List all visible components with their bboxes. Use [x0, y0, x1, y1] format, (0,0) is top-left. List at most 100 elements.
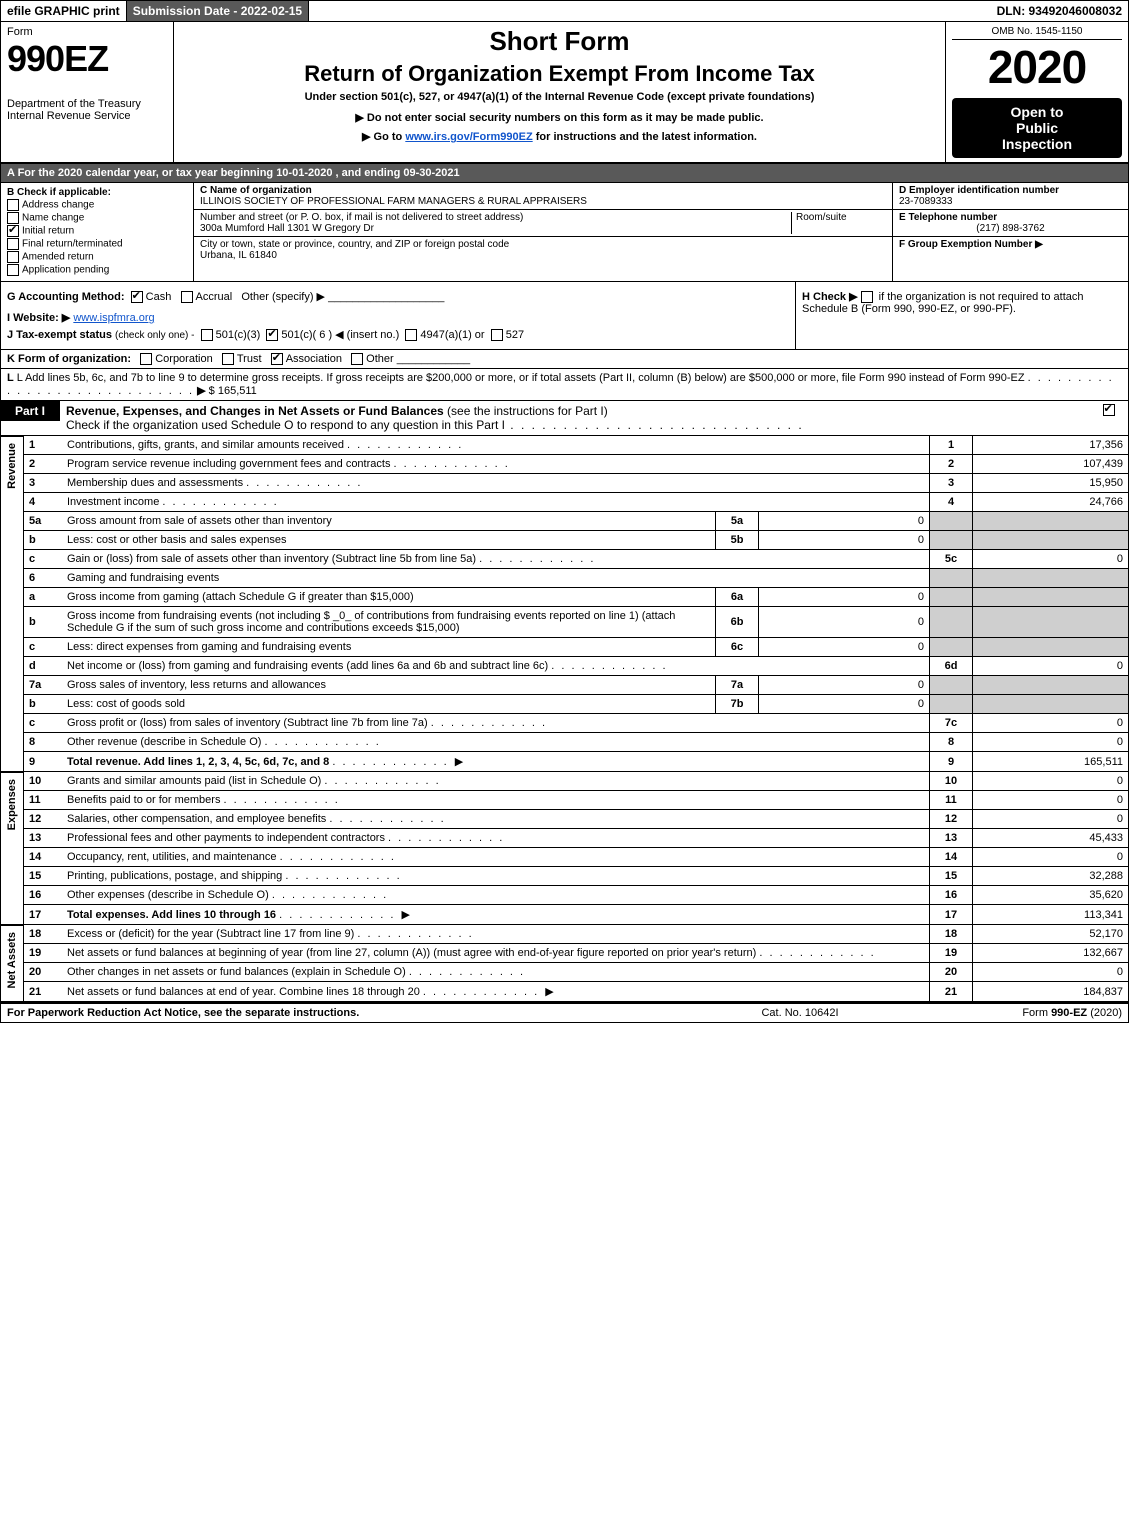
chk-trust[interactable]	[222, 353, 234, 365]
chk-not-required-schedule-b[interactable]	[861, 291, 873, 303]
form-number: 990EZ	[7, 38, 167, 80]
line-number: 18	[24, 925, 63, 944]
line-number: 20	[24, 963, 63, 982]
part-1-title-bold: Revenue, Expenses, and Changes in Net As…	[66, 404, 444, 418]
association-label: Association	[286, 353, 342, 365]
part-1-schedule-o-check[interactable]	[1092, 401, 1128, 419]
grey-val-cell	[973, 638, 1129, 657]
grey-ref-cell	[930, 569, 973, 588]
chk-address-change-label: Address change	[22, 200, 94, 211]
line-value: 184,837	[973, 982, 1129, 1002]
dept-treasury: Department of the Treasury	[7, 98, 167, 110]
table-row: 20Other changes in net assets or fund ba…	[24, 963, 1129, 982]
expenses-side-label: Expenses	[0, 772, 23, 925]
mini-line-value: 0	[759, 607, 930, 638]
line-description: Less: direct expenses from gaming and fu…	[62, 638, 716, 657]
page-footer: For Paperwork Reduction Act Notice, see …	[0, 1002, 1129, 1023]
chk-cash[interactable]	[131, 291, 143, 303]
cat-no: Cat. No. 10642I	[674, 1004, 926, 1022]
line-number: d	[24, 657, 63, 676]
box-b-title: B Check if applicable:	[7, 187, 187, 198]
table-row: 8Other revenue (describe in Schedule O) …	[24, 733, 1129, 752]
chk-name-change[interactable]: Name change	[7, 212, 187, 224]
d-ein-value: 23-7089333	[899, 196, 952, 207]
table-row: bLess: cost or other basis and sales exp…	[24, 531, 1129, 550]
chk-501c[interactable]	[266, 329, 278, 341]
chk-initial-return[interactable]: Initial return	[7, 225, 187, 237]
chk-application-pending[interactable]: Application pending	[7, 264, 187, 276]
table-row: 19Net assets or fund balances at beginni…	[24, 944, 1129, 963]
mini-line-value: 0	[759, 638, 930, 657]
line-description: Net income or (loss) from gaming and fun…	[62, 657, 930, 676]
mini-line-value: 0	[759, 695, 930, 714]
mini-line-ref: 5b	[716, 531, 759, 550]
line-number: 17	[24, 905, 63, 925]
other-org-label: Other	[366, 353, 394, 365]
line-h: H Check ▶ if the organization is not req…	[795, 282, 1128, 349]
chk-final-return-label: Final return/terminated	[22, 239, 123, 250]
public: Public	[956, 120, 1118, 136]
part-1-title: Revenue, Expenses, and Changes in Net As…	[60, 401, 1092, 435]
grey-ref-cell	[930, 607, 973, 638]
street-value: 300a Mumford Hall 1301 W Gregory Dr	[200, 223, 374, 234]
chk-amended-return[interactable]: Amended return	[7, 251, 187, 263]
g-label: G Accounting Method:	[7, 291, 125, 303]
gh-block: G Accounting Method: Cash Accrual Other …	[0, 282, 1129, 350]
line-number: 21	[24, 982, 63, 1002]
irs-form-link[interactable]: www.irs.gov/Form990EZ	[405, 131, 532, 143]
chk-501c3[interactable]	[201, 329, 213, 341]
table-row: dNet income or (loss) from gaming and fu…	[24, 657, 1129, 676]
chk-amended-return-label: Amended return	[22, 252, 94, 263]
form-word: Form	[7, 26, 167, 38]
website-link[interactable]: www.ispfmra.org	[73, 312, 154, 324]
efile-print-label[interactable]: efile GRAPHIC print	[1, 1, 127, 21]
city-label: City or town, state or province, country…	[200, 239, 509, 250]
chk-4947[interactable]	[405, 329, 417, 341]
cash-label: Cash	[146, 291, 172, 303]
line-number: b	[24, 695, 63, 714]
chk-association[interactable]	[271, 353, 283, 365]
line-ref: 17	[930, 905, 973, 925]
revenue-side-label: Revenue	[0, 436, 23, 772]
l-value: $ 165,511	[209, 385, 257, 397]
line-value: 32,288	[973, 867, 1129, 886]
line-description: Less: cost of goods sold	[62, 695, 716, 714]
line-ref: 6d	[930, 657, 973, 676]
line-number: 10	[24, 772, 63, 791]
line-description: Contributions, gifts, grants, and simila…	[62, 436, 930, 455]
table-row: 15Printing, publications, postage, and s…	[24, 867, 1129, 886]
grey-val-cell	[973, 512, 1129, 531]
ssn-warning: ▶ Do not enter social security numbers o…	[180, 111, 939, 124]
chk-corporation[interactable]	[140, 353, 152, 365]
chk-final-return[interactable]: Final return/terminated	[7, 238, 187, 250]
other-specify-label: Other (specify) ▶	[241, 291, 325, 303]
line-value: 0	[973, 714, 1129, 733]
line-value: 0	[973, 733, 1129, 752]
tax-year: 2020	[952, 40, 1122, 94]
form-header: Form 990EZ Department of the Treasury In…	[0, 22, 1129, 164]
net-assets-table: 18Excess or (deficit) for the year (Subt…	[23, 925, 1129, 1002]
table-row: 7aGross sales of inventory, less returns…	[24, 676, 1129, 695]
line-value: 107,439	[973, 455, 1129, 474]
trust-label: Trust	[237, 353, 262, 365]
line-description: Gross profit or (loss) from sales of inv…	[62, 714, 930, 733]
table-row: 11Benefits paid to or for members 110	[24, 791, 1129, 810]
chk-address-change[interactable]: Address change	[7, 199, 187, 211]
line-l: L L Add lines 5b, 6c, and 7b to line 9 t…	[0, 369, 1129, 401]
grey-ref-cell	[930, 531, 973, 550]
grey-ref-cell	[930, 676, 973, 695]
line-description: Membership dues and assessments	[62, 474, 930, 493]
line-ref: 12	[930, 810, 973, 829]
line-number: 12	[24, 810, 63, 829]
chk-accrual[interactable]	[181, 291, 193, 303]
mini-line-ref: 7b	[716, 695, 759, 714]
chk-527[interactable]	[491, 329, 503, 341]
table-row: aGross income from gaming (attach Schedu…	[24, 588, 1129, 607]
line-number: c	[24, 638, 63, 657]
table-row: bGross income from fundraising events (n…	[24, 607, 1129, 638]
table-row: 6Gaming and fundraising events	[24, 569, 1129, 588]
short-form-title: Short Form	[180, 26, 939, 57]
chk-other-org[interactable]	[351, 353, 363, 365]
line-ref: 10	[930, 772, 973, 791]
line-ref: 1	[930, 436, 973, 455]
